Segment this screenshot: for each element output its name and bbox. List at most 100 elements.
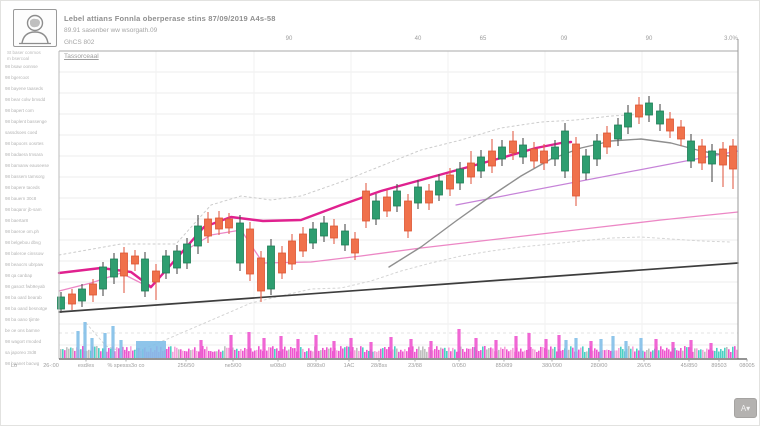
candles-layer [57, 96, 737, 313]
overlay-gray-ma [388, 138, 730, 268]
sidebar-item[interactable]: 98 baplent bassenge [5, 119, 47, 124]
x-axis-label: 89503 [711, 363, 727, 369]
volume-bar [247, 332, 251, 358]
candle-up [78, 288, 86, 302]
top-axis-label: 65 [479, 36, 487, 42]
volume-bar [514, 336, 518, 358]
volume-bar [689, 340, 693, 358]
candle-down [330, 225, 338, 239]
candle-down [698, 145, 706, 164]
candle-up [582, 155, 590, 174]
x-axis-label: 8098s0 [306, 363, 326, 369]
candle-up [393, 190, 401, 207]
sidebar-item[interactable]: 98 baleroe cinssow [5, 251, 44, 256]
sidebar-item[interactable]: 98 baqaror jb-sam [5, 207, 42, 212]
top-axis-labels: 90 40 65 09 90 3.0% [1, 36, 759, 46]
candle-up [614, 124, 622, 140]
volume-bar [709, 343, 713, 358]
sidebar-item[interactable]: 98 bapoors oosrtes [5, 141, 44, 146]
sidebar-item[interactable]: 98 wagort rmoded [5, 339, 42, 344]
candle-up [656, 110, 664, 125]
candle-down [509, 140, 517, 154]
sidebar-item[interactable]: 98 bapere taceds [5, 185, 40, 190]
sidebar-item[interactable]: 98 baertar8 [5, 218, 29, 223]
sidebar-item[interactable]: sassdsoes coed [5, 130, 38, 135]
top-axis-label: 09 [560, 36, 568, 42]
sidebar-item[interactable]: 98 ba oano tjimte [5, 317, 40, 322]
top-axis-label: 3.0% [724, 36, 738, 42]
sidebar-item[interactable]: 98 baanet bacwg [5, 361, 40, 366]
sidebar-item[interactable]: 98 bayene taaseds [5, 86, 44, 91]
page-meta: GhCS 802 [64, 39, 95, 46]
candle-down [120, 252, 128, 277]
candle-down [635, 104, 643, 118]
sidebar-item[interactable]: 98 baeroe om.ph [5, 229, 40, 234]
volume-bar [349, 338, 353, 358]
candle-down [288, 240, 296, 265]
sidebar-item[interactable]: 98 bapert com [5, 108, 34, 113]
x-axis-labels: Lo 26-:00 esd/es % spesss3o co 256/50 ne5/00 w… [1, 363, 759, 375]
candle-down [404, 200, 412, 232]
candle-up [236, 222, 244, 264]
x-axis-label: 0/050 [452, 363, 466, 369]
sidebar-item[interactable]: 98 belgebou dbvg [5, 240, 41, 245]
overlay-black-trendline [58, 262, 739, 313]
candle-up [687, 140, 695, 162]
volume-bar [564, 340, 568, 358]
overlay-violet-trendline [455, 150, 739, 206]
sidebar-item[interactable]: 98 beaocrs ubrpaw [5, 262, 44, 267]
candle-down [719, 148, 727, 166]
candle-up [551, 146, 559, 160]
sidebar-item[interactable]: 98 gasoct fwb9eyab [5, 284, 46, 289]
sidebar-item[interactable]: 98 bear colw bmsdd [5, 97, 46, 102]
sidebar-item[interactable]: 98 bsaw oonnse [5, 64, 38, 69]
sidebar-item[interactable]: 98 ba oand besnotge [5, 306, 48, 311]
overlay-magenta-ma [57, 140, 573, 289]
candle-up [267, 245, 275, 290]
avatar [13, 9, 57, 47]
candle-up [320, 222, 328, 237]
candle-up [194, 225, 202, 247]
volume-bar [229, 335, 233, 358]
candle-down [729, 145, 737, 170]
sidebar-item[interactable]: 98 bauern 30c8 [5, 196, 37, 201]
volume-bar [671, 342, 675, 358]
person-sketch-icon [19, 14, 51, 44]
candle-down [68, 293, 76, 305]
x-axis-label: w08s0 [270, 363, 286, 369]
sidebar-item[interactable]: 98 ba oard bearab [5, 295, 42, 300]
sidebar-item[interactable]: 98 qa canbap [5, 273, 33, 278]
x-axis-label: esd/es [77, 363, 95, 369]
sidebar-item[interactable]: 98 badaera tmsara [5, 152, 43, 157]
candle-down [362, 190, 370, 222]
x-axis-label: 280/00 [590, 363, 608, 369]
corner-action-button[interactable]: A▾ [734, 398, 757, 418]
candle-up [456, 168, 464, 184]
sidebar-menu: 98 bsaw oonnse 98 bgercoot 98 bayene taase… [5, 61, 58, 366]
sidebar-item[interactable]: 98 bgercoot [5, 75, 29, 80]
candle-down [666, 118, 674, 132]
candle-down [530, 148, 538, 162]
sidebar-item[interactable]: be oe ons bamne [5, 328, 40, 333]
volume-bar [557, 335, 561, 358]
candle-down [89, 283, 97, 296]
candle-up [162, 255, 170, 274]
candle-up [645, 102, 653, 116]
candle-up [708, 150, 716, 165]
candle-up [414, 186, 422, 204]
sidebar-item[interactable]: sa japoreo 3rd8 [5, 350, 37, 355]
candle-down [225, 218, 233, 229]
x-axis-label: 23/88 [408, 363, 422, 369]
candle-down [603, 132, 611, 148]
sidebar-item[interactable]: 98 bassem tamsorg [5, 174, 45, 179]
volume-spikes [76, 322, 713, 358]
candle-down [278, 252, 286, 274]
legend-link[interactable]: Tassorceaal [64, 53, 99, 60]
volume-bar [574, 338, 578, 358]
x-axis-label: 26-:00 [43, 363, 59, 369]
candle-up [99, 266, 107, 290]
candle-down [446, 174, 454, 190]
sidebar-item[interactable]: 98 bamanw eauseese [5, 163, 50, 168]
volume-bar [199, 340, 203, 358]
volume-bar [103, 333, 107, 358]
